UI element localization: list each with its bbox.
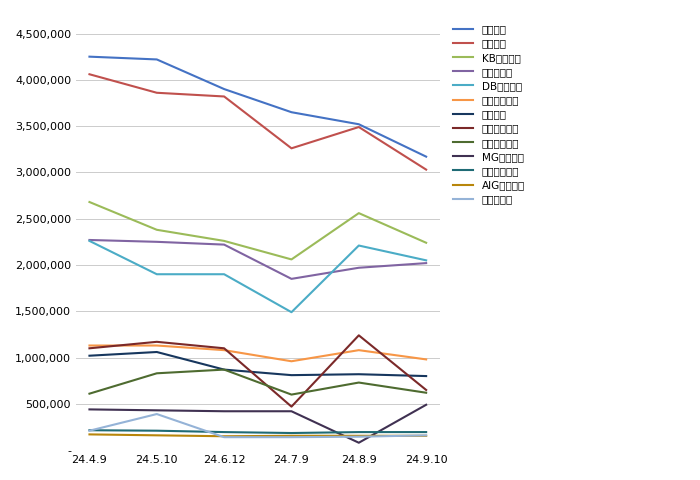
현대해상 xyxy=(220,86,228,92)
한화손해보험 xyxy=(422,357,430,362)
롯데손해보험 xyxy=(85,346,94,351)
메리츠화재 xyxy=(220,242,228,248)
Line: 흥국화재: 흥국화재 xyxy=(90,352,426,376)
현대해상 xyxy=(287,109,295,115)
현대해상 xyxy=(153,57,161,62)
MG손해보험 xyxy=(85,407,94,412)
메리츠화재 xyxy=(287,276,295,282)
악사손보보험 xyxy=(287,430,295,436)
삼성화재 xyxy=(220,94,228,99)
KB손해보험 xyxy=(220,238,228,244)
Line: 현대해상: 현대해상 xyxy=(90,57,426,156)
MG손해보험 xyxy=(355,440,363,445)
Line: DB손해보험: DB손해보험 xyxy=(90,241,426,312)
악사손보보험 xyxy=(355,429,363,435)
삼성화재 xyxy=(153,90,161,96)
농협손해보험 xyxy=(287,392,295,397)
흥국화재 xyxy=(422,373,430,379)
더케이손보 xyxy=(287,434,295,440)
한화손해보험 xyxy=(153,343,161,348)
롯데손해보험 xyxy=(220,346,228,351)
DB손해보험 xyxy=(220,271,228,277)
삼성화재 xyxy=(85,72,94,77)
삼성화재 xyxy=(422,167,430,172)
DB손해보험 xyxy=(355,243,363,249)
악사손보보험 xyxy=(220,429,228,435)
더케이손보 xyxy=(355,434,363,440)
Line: 더케이손보: 더케이손보 xyxy=(90,414,426,437)
메리츠화재 xyxy=(153,239,161,245)
흥국화재 xyxy=(220,367,228,372)
흥국화재 xyxy=(85,353,94,359)
농협손해보험 xyxy=(220,367,228,372)
메리츠화재 xyxy=(355,265,363,271)
KB손해보험 xyxy=(422,240,430,246)
롯데손해보험 xyxy=(287,404,295,409)
DB손해보험 xyxy=(287,309,295,315)
더케이손보 xyxy=(220,434,228,440)
흥국화재 xyxy=(355,372,363,377)
Legend: 현대해상, 삼성화재, KB손해보험, 메리츠화재, DB손해보험, 한화손해보험, 흥국화재, 롯데손해보험, 농협손해보험, MG손해보험, 악사손보보험,: 현대해상, 삼성화재, KB손해보험, 메리츠화재, DB손해보험, 한화손해보… xyxy=(449,20,529,208)
악사손보보험 xyxy=(85,427,94,433)
한화손해보험 xyxy=(220,347,228,353)
Line: 농협손해보험: 농협손해보험 xyxy=(90,370,426,395)
KB손해보험 xyxy=(355,210,363,216)
Line: 악사손보보험: 악사손보보험 xyxy=(90,430,426,433)
Line: AIG손해보험: AIG손해보험 xyxy=(90,434,426,436)
MG손해보험 xyxy=(287,408,295,414)
AIG손해보험 xyxy=(85,432,94,437)
MG손해보험 xyxy=(220,408,228,414)
농협손해보험 xyxy=(422,390,430,396)
악사손보보험 xyxy=(422,429,430,435)
DB손해보험 xyxy=(85,238,94,244)
DB손해보험 xyxy=(422,257,430,263)
메리츠화재 xyxy=(422,260,430,266)
더케이손보 xyxy=(153,411,161,417)
삼성화재 xyxy=(355,124,363,130)
현대해상 xyxy=(422,154,430,159)
현대해상 xyxy=(355,121,363,127)
KB손해보험 xyxy=(287,256,295,262)
한화손해보험 xyxy=(85,343,94,348)
농협손해보험 xyxy=(85,391,94,396)
MG손해보험 xyxy=(422,402,430,408)
AIG손해보험 xyxy=(355,433,363,439)
흥국화재 xyxy=(153,349,161,355)
Line: 삼성화재: 삼성화재 xyxy=(90,74,426,169)
롯데손해보험 xyxy=(153,339,161,345)
Line: 롯데손해보험: 롯데손해보험 xyxy=(90,336,426,407)
한화손해보험 xyxy=(287,359,295,364)
Line: 메리츠화재: 메리츠화재 xyxy=(90,240,426,279)
더케이손보 xyxy=(422,432,430,438)
농협손해보험 xyxy=(355,380,363,385)
롯데손해보험 xyxy=(355,333,363,338)
Line: 한화손해보험: 한화손해보험 xyxy=(90,346,426,361)
KB손해보험 xyxy=(153,227,161,233)
더케이손보 xyxy=(85,428,94,433)
삼성화재 xyxy=(287,145,295,151)
AIG손해보험 xyxy=(422,433,430,439)
AIG손해보험 xyxy=(153,432,161,438)
농협손해보험 xyxy=(153,371,161,376)
현대해상 xyxy=(85,54,94,60)
악사손보보험 xyxy=(153,428,161,433)
MG손해보험 xyxy=(153,408,161,413)
AIG손해보험 xyxy=(220,433,228,439)
KB손해보험 xyxy=(85,199,94,205)
흥국화재 xyxy=(287,372,295,378)
DB손해보험 xyxy=(153,271,161,277)
메리츠화재 xyxy=(85,237,94,243)
한화손해보험 xyxy=(355,347,363,353)
Line: KB손해보험: KB손해보험 xyxy=(90,202,426,259)
롯데손해보험 xyxy=(422,387,430,393)
AIG손해보험 xyxy=(287,433,295,439)
Line: MG손해보험: MG손해보험 xyxy=(90,405,426,443)
